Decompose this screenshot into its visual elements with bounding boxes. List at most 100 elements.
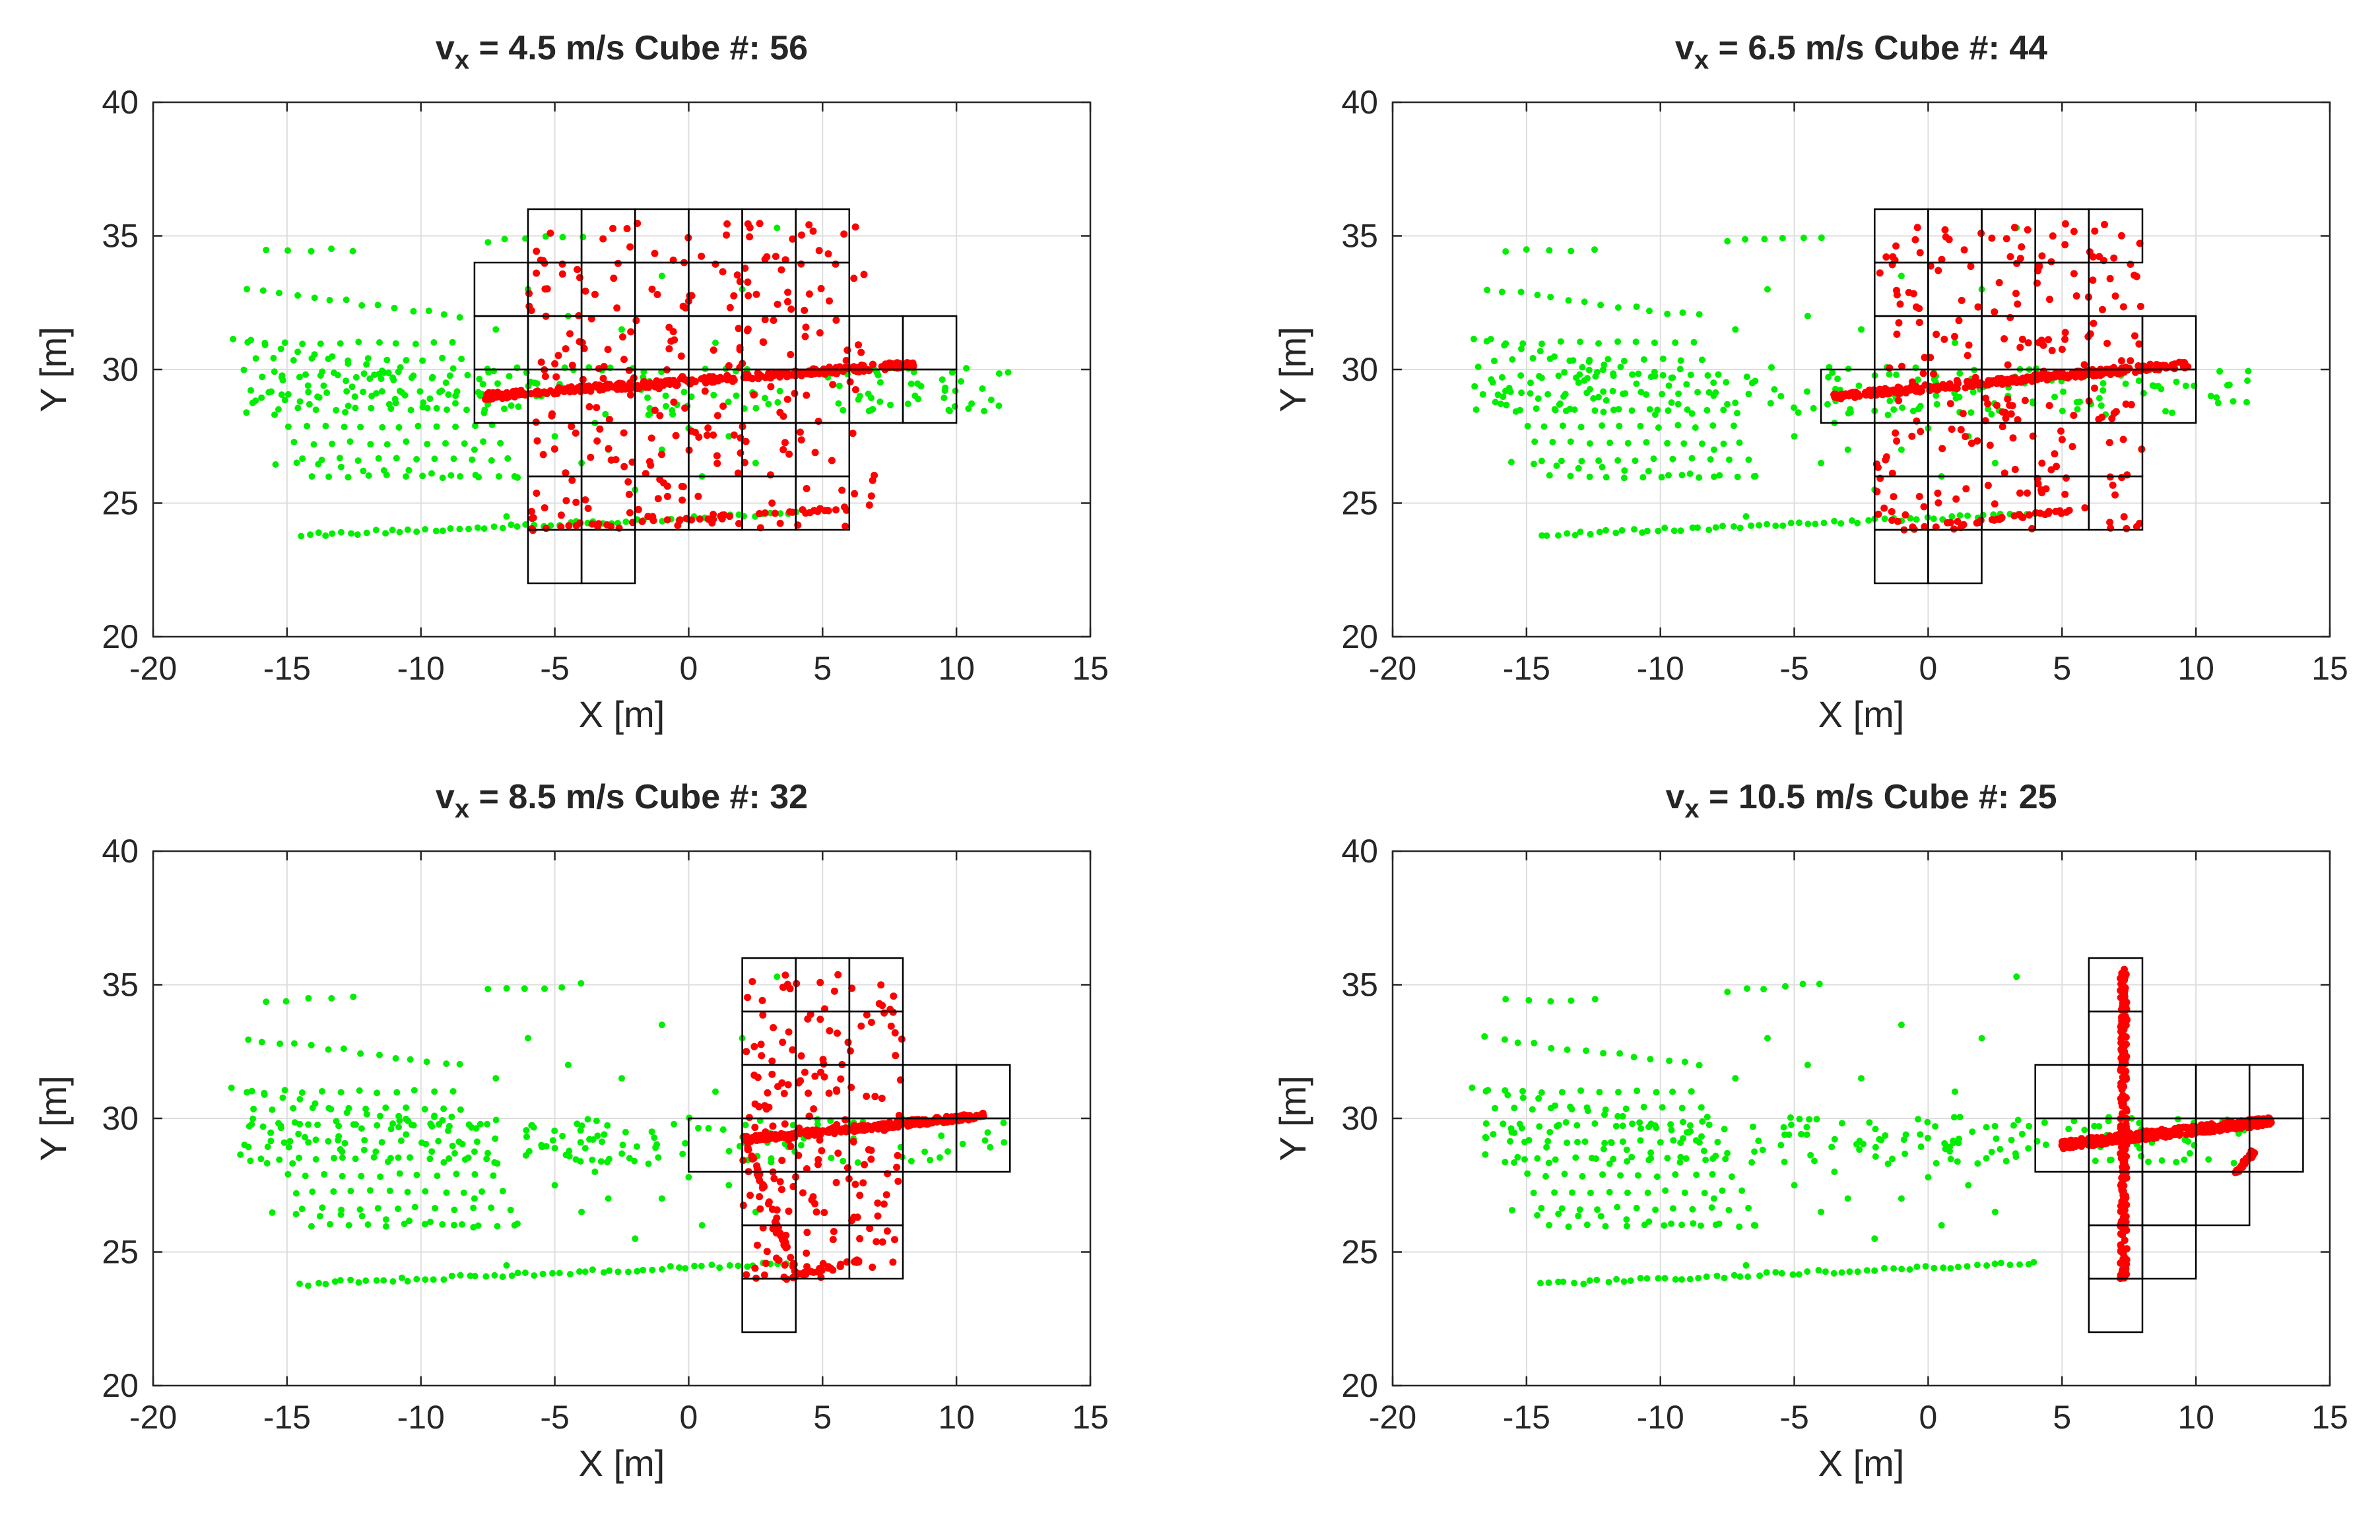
ground-point bbox=[312, 1136, 319, 1143]
ground-point bbox=[1567, 1103, 1574, 1110]
ground-point bbox=[2010, 1122, 2017, 1129]
ground-point bbox=[452, 400, 459, 407]
ground-point bbox=[497, 439, 504, 447]
object-point bbox=[841, 503, 848, 511]
ground-point bbox=[1678, 1105, 1686, 1112]
object-point bbox=[801, 306, 809, 314]
ground-point bbox=[494, 380, 501, 387]
ground-point bbox=[508, 402, 515, 409]
ground-point bbox=[456, 525, 463, 532]
ground-point bbox=[275, 406, 282, 413]
ground-point bbox=[470, 1204, 477, 1211]
ground-point bbox=[1898, 446, 1905, 453]
ground-point bbox=[331, 369, 337, 376]
ground-point bbox=[395, 1205, 401, 1212]
object-point bbox=[1965, 341, 1973, 349]
ground-point bbox=[281, 1139, 288, 1146]
ground-point bbox=[855, 396, 862, 403]
ground-point bbox=[438, 387, 446, 395]
ground-point bbox=[965, 405, 972, 412]
object-point bbox=[797, 231, 805, 239]
object-point bbox=[869, 360, 876, 368]
ground-point bbox=[2099, 380, 2107, 387]
ground-point bbox=[1898, 1266, 1905, 1273]
object-point bbox=[833, 1121, 841, 1128]
object-point bbox=[806, 1131, 814, 1139]
ground-point bbox=[2169, 409, 2176, 416]
object-point bbox=[2024, 226, 2032, 234]
object-point bbox=[859, 1179, 867, 1187]
ground-point bbox=[1844, 446, 1851, 453]
ground-point bbox=[1594, 1206, 1601, 1213]
ground-point bbox=[397, 1137, 405, 1144]
object-point bbox=[2117, 1259, 2125, 1267]
ground-point bbox=[1889, 1155, 1896, 1163]
ground-point bbox=[243, 409, 250, 416]
ground-point bbox=[1653, 1173, 1661, 1180]
ground-point bbox=[413, 528, 420, 535]
ground-point bbox=[1498, 373, 1505, 381]
title-subscript: x bbox=[455, 46, 469, 75]
ground-point bbox=[2030, 1259, 2037, 1266]
ground-point bbox=[405, 466, 413, 474]
object-point bbox=[2057, 427, 2065, 435]
ground-point bbox=[908, 380, 915, 387]
object-point bbox=[2106, 274, 2114, 282]
object-point bbox=[2024, 339, 2032, 347]
ground-point bbox=[453, 1171, 460, 1178]
object-point bbox=[511, 393, 519, 401]
object-point bbox=[828, 457, 836, 465]
ground-point bbox=[434, 1172, 441, 1180]
object-point bbox=[596, 425, 604, 433]
object-point bbox=[1874, 463, 1882, 471]
ground-point bbox=[522, 521, 529, 528]
object-point bbox=[2018, 335, 2026, 343]
object-point bbox=[1984, 482, 1992, 490]
ground-point bbox=[445, 391, 452, 399]
ground-point bbox=[1566, 357, 1573, 364]
ground-point bbox=[1580, 1280, 1587, 1287]
cube bbox=[2249, 1117, 2304, 1173]
ground-point bbox=[835, 400, 842, 407]
object-point bbox=[811, 449, 819, 457]
ground-point bbox=[1750, 473, 1758, 480]
object-point bbox=[869, 476, 876, 484]
object-point bbox=[2171, 1130, 2179, 1138]
ground-point bbox=[671, 1120, 678, 1128]
ground-point bbox=[452, 392, 459, 399]
object-point bbox=[1934, 499, 1942, 507]
object-point bbox=[678, 482, 686, 490]
object-point bbox=[2004, 361, 2012, 369]
ground-point bbox=[325, 355, 332, 362]
ground-point bbox=[875, 371, 882, 379]
ground-point bbox=[2006, 1262, 2014, 1268]
ground-point bbox=[1703, 1273, 1710, 1280]
ground-point bbox=[347, 1276, 354, 1283]
ground-point bbox=[1731, 1271, 1738, 1279]
object-point bbox=[750, 1043, 758, 1050]
object-point bbox=[744, 220, 752, 228]
ground-point bbox=[1974, 1160, 1981, 1167]
cube bbox=[580, 529, 636, 585]
ground-point bbox=[549, 1137, 556, 1144]
ground-point bbox=[936, 1154, 943, 1161]
ground-point bbox=[1556, 401, 1563, 408]
ground-point bbox=[393, 455, 400, 462]
y-tick-label: 20 bbox=[1341, 618, 1378, 655]
object-point bbox=[1974, 303, 1982, 311]
x-tick-label: 5 bbox=[813, 1399, 832, 1436]
ground-point bbox=[290, 357, 297, 364]
object-point bbox=[678, 496, 686, 504]
object-point bbox=[744, 292, 752, 300]
x-tick-label: -20 bbox=[129, 1399, 177, 1436]
ground-point bbox=[1618, 527, 1626, 534]
ground-point bbox=[1824, 401, 1831, 408]
object-point bbox=[866, 1225, 874, 1233]
object-point bbox=[654, 495, 662, 503]
ground-point bbox=[503, 984, 510, 992]
object-point bbox=[2061, 241, 2069, 249]
ground-point bbox=[1997, 1260, 2004, 1267]
object-point bbox=[2111, 491, 2119, 499]
ground-point bbox=[339, 1154, 346, 1161]
ground-point bbox=[1519, 1094, 1527, 1101]
